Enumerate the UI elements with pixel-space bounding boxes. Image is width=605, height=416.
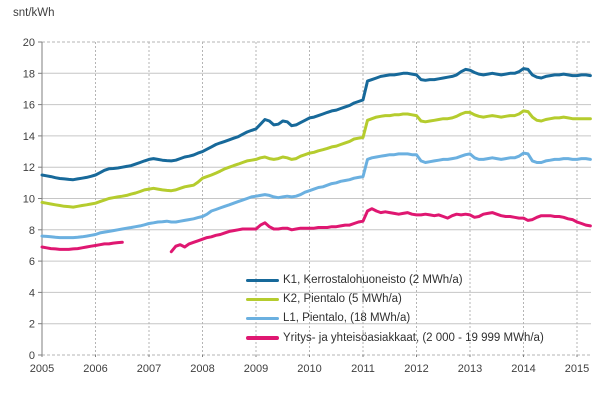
- x-tick-label: 2007: [137, 363, 161, 375]
- legend-label: Yritys- ja yhteisöasiakkaat, (2 000 - 19…: [283, 331, 544, 344]
- x-tick-label: 2009: [244, 363, 268, 375]
- x-tick-label: 2008: [190, 363, 214, 375]
- legend-item-k2: K2, Pientalo (5 MWh/a): [246, 291, 402, 308]
- series-line-l1: [40, 151, 592, 240]
- legend-label: K2, Pientalo (5 MWh/a): [283, 293, 402, 305]
- legend-line-swatch-k1: [246, 278, 279, 283]
- x-tick-label: 2010: [297, 363, 321, 375]
- y-axis-unit-label: snt/kWh: [13, 7, 55, 19]
- legend-label: K1, Kerrostalohuoneisto (2 MWh/a): [283, 274, 463, 286]
- x-tick-label: 2012: [404, 363, 428, 375]
- legend-item-k1: K1, Kerrostalohuoneisto (2 MWh/a): [246, 272, 463, 289]
- y-tick-label: 8: [29, 225, 35, 237]
- legend-item-yritys: Yritys- ja yhteisöasiakkaat, (2 000 - 19…: [246, 330, 544, 347]
- x-tick-label: 2011: [351, 363, 375, 375]
- x-tick-label: 2006: [83, 363, 107, 375]
- y-tick-label: 0: [29, 350, 35, 362]
- legend-label: L1, Pientalo, (18 MWh/a): [283, 312, 411, 324]
- y-tick-label: 16: [23, 100, 35, 112]
- y-tick-label: 6: [29, 256, 35, 268]
- y-tick-label: 18: [23, 68, 35, 80]
- x-tick-label: 2005: [30, 363, 54, 375]
- y-tick-label: 20: [23, 37, 35, 49]
- legend-line-swatch-yritys: [246, 336, 279, 340]
- y-tick-label: 2: [29, 319, 35, 331]
- series-line-k1: [40, 67, 592, 182]
- y-tick-label: 12: [23, 162, 35, 174]
- x-tick-label: 2013: [458, 363, 482, 375]
- legend-line-swatch-k2: [246, 297, 279, 302]
- legend-line-swatch-l1: [246, 316, 279, 321]
- y-tick-label: 4: [29, 287, 35, 299]
- series-line-yritys: [40, 207, 592, 254]
- y-tick-label: 10: [23, 194, 35, 206]
- y-tick-label: 14: [23, 131, 35, 143]
- legend-item-l1: L1, Pientalo, (18 MWh/a): [246, 310, 410, 327]
- x-tick-label: 2014: [511, 363, 535, 375]
- x-tick-label: 2015: [565, 363, 589, 375]
- series-line-k2: [40, 109, 592, 209]
